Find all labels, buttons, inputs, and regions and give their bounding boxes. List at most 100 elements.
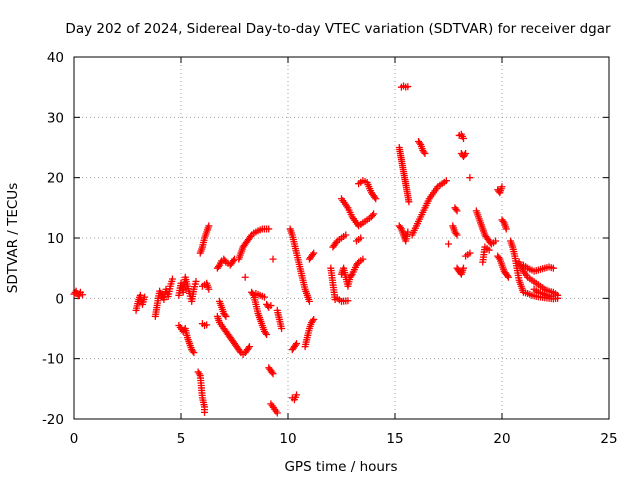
data-point <box>273 409 281 417</box>
data-point <box>189 347 197 355</box>
data-point <box>370 210 378 218</box>
data-point <box>192 277 200 285</box>
data-point <box>263 331 271 339</box>
data-point <box>245 343 253 351</box>
data-point <box>495 254 503 262</box>
data-point <box>459 134 467 142</box>
data-point <box>459 264 467 272</box>
data-point <box>466 174 474 182</box>
data-point <box>168 275 176 283</box>
data-point <box>466 249 474 257</box>
data-point <box>547 293 555 301</box>
data-point <box>445 240 452 248</box>
data-point <box>499 217 507 225</box>
data-point <box>190 349 198 357</box>
data-point <box>203 321 211 329</box>
y-axis-label: SDTVAR / TECUs <box>5 183 21 293</box>
data-point <box>502 225 510 233</box>
data-point <box>416 139 424 147</box>
data-point <box>461 151 469 159</box>
data-point <box>498 183 506 191</box>
y-tick-label: -20 <box>42 412 64 428</box>
data-point <box>504 273 512 281</box>
data-point <box>244 344 252 352</box>
data-point <box>442 177 450 185</box>
data-point <box>359 255 367 263</box>
data-point <box>260 293 268 301</box>
y-tick-label: -10 <box>42 352 64 368</box>
data-point <box>332 239 340 247</box>
data-point <box>453 231 461 239</box>
data-point <box>310 315 318 323</box>
data-point <box>309 317 317 325</box>
data-point <box>371 193 379 201</box>
data-point <box>309 251 317 259</box>
data-point <box>492 237 500 245</box>
data-point <box>420 148 428 156</box>
data-point <box>485 246 493 254</box>
x-tick-label: 25 <box>600 431 617 447</box>
data-point <box>241 273 249 281</box>
data-point <box>236 347 244 355</box>
data-point <box>229 257 237 265</box>
data-point <box>222 312 230 320</box>
data-point <box>79 291 87 299</box>
data-point <box>347 272 355 280</box>
x-tick-label: 20 <box>493 431 510 447</box>
data-point <box>503 272 511 280</box>
axis-ticks <box>73 56 610 420</box>
y-tick-labels: -20 -10 0 10 20 30 40 <box>42 50 64 428</box>
data-point <box>396 223 404 231</box>
x-tick-label: 15 <box>386 431 403 447</box>
y-tick-label: 30 <box>47 110 64 126</box>
data-point <box>269 370 277 378</box>
data-point <box>354 260 362 268</box>
x-tick-label: 0 <box>70 431 79 447</box>
data-point <box>344 297 352 305</box>
data-point <box>453 207 461 215</box>
y-tick-label: 40 <box>47 50 64 66</box>
y-tick-label: 0 <box>55 291 64 307</box>
data-point <box>268 368 276 376</box>
data-point <box>221 311 229 319</box>
data-point <box>462 150 470 158</box>
x-axis-label: GPS time / hours <box>284 459 397 475</box>
data-point <box>293 391 301 399</box>
data-point <box>372 195 380 203</box>
data-point <box>549 264 557 272</box>
data-point <box>452 229 460 237</box>
data-point <box>267 302 275 310</box>
data-point <box>405 198 413 206</box>
data-point <box>205 285 213 293</box>
data-point <box>141 293 149 301</box>
y-tick-label: 10 <box>47 231 64 247</box>
data-point <box>291 341 299 349</box>
data-point <box>214 263 222 271</box>
data-point <box>201 408 209 416</box>
data-point <box>205 222 213 230</box>
data-point <box>554 291 562 299</box>
data-point <box>421 150 429 158</box>
data-point <box>269 255 277 263</box>
chart-title: Day 202 of 2024, Sidereal Day-to-day VTE… <box>65 21 611 37</box>
y-tick-label: 20 <box>47 171 64 187</box>
data-point <box>452 205 460 213</box>
data-point <box>357 234 365 242</box>
data-point <box>404 83 412 91</box>
grid-lines <box>74 57 609 419</box>
data-point <box>342 231 350 239</box>
data-point <box>265 225 273 233</box>
data-points <box>70 82 562 417</box>
data-point <box>305 297 313 305</box>
data-point <box>278 325 286 332</box>
x-tick-label: 5 <box>177 431 186 447</box>
x-tick-labels: 0 5 10 15 20 25 <box>70 431 618 447</box>
data-point <box>293 340 301 348</box>
x-tick-label: 10 <box>279 431 296 447</box>
data-point <box>310 249 318 257</box>
data-point <box>262 329 270 337</box>
data-point <box>369 211 377 219</box>
data-point <box>404 228 412 236</box>
data-point <box>247 232 255 240</box>
